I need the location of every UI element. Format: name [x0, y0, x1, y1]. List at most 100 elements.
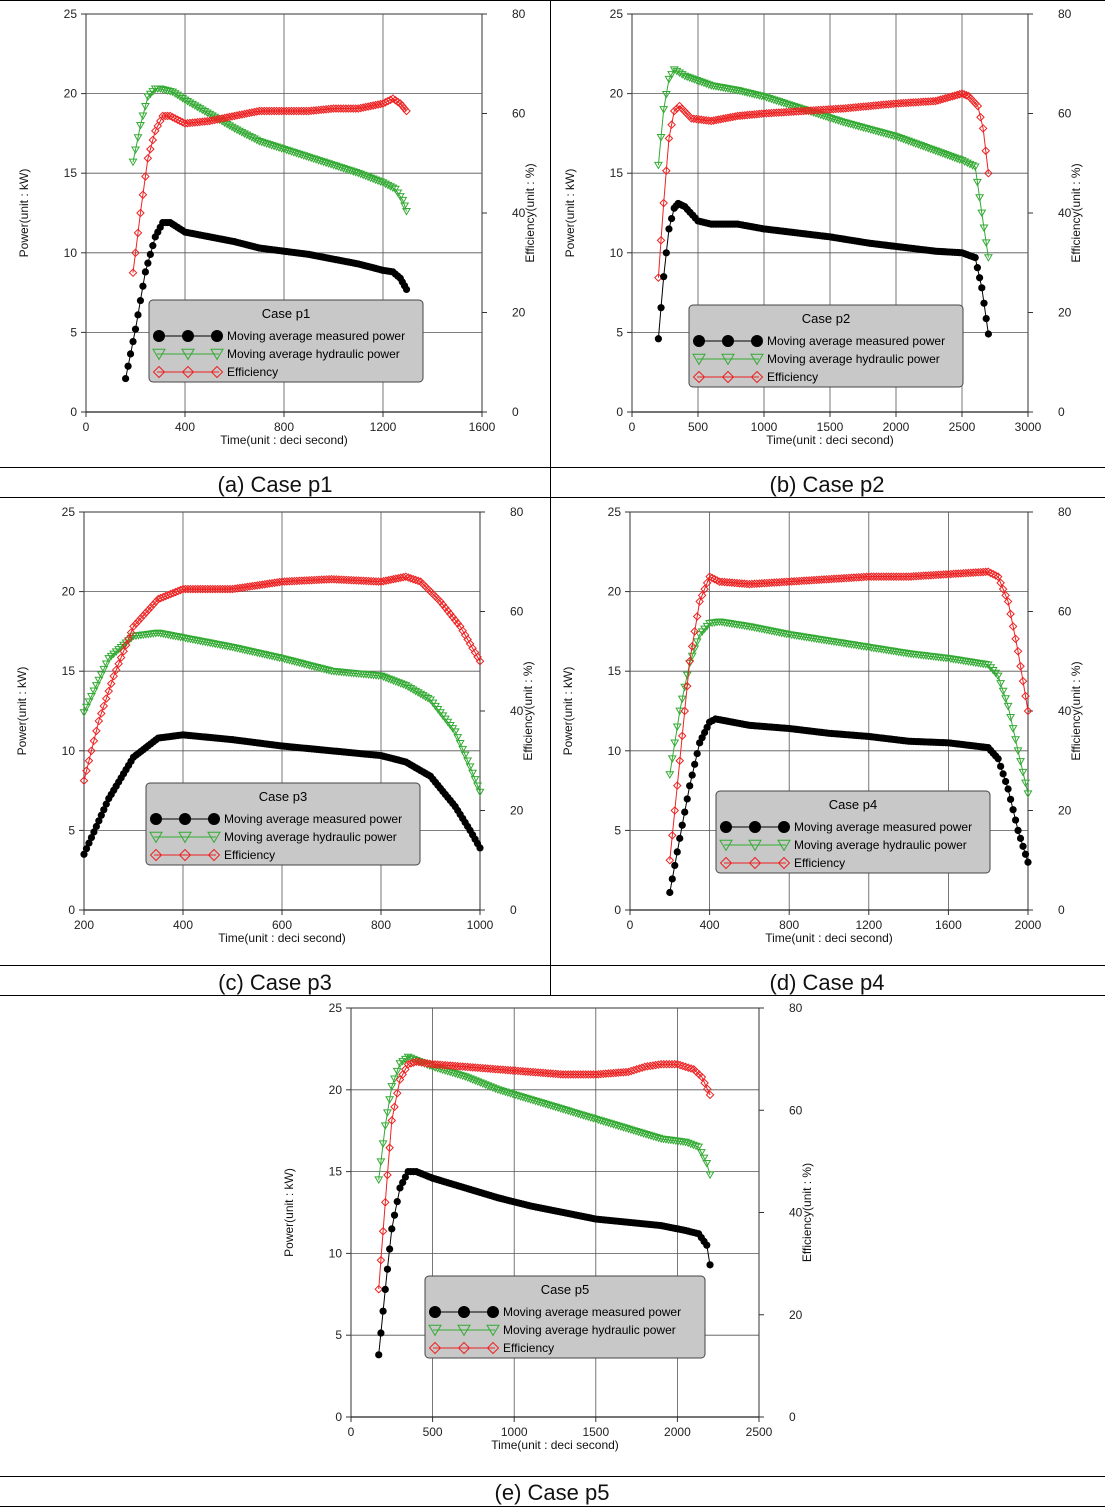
data-point	[675, 1060, 685, 1070]
data-point	[230, 111, 239, 121]
data-point	[681, 1062, 690, 1072]
data-point	[950, 91, 960, 100]
data-point	[87, 746, 96, 756]
data-point	[422, 1059, 432, 1068]
data-point	[390, 1211, 399, 1219]
legend-marker	[692, 370, 706, 384]
data-point	[140, 102, 150, 111]
y2-tick-label: 0	[789, 1410, 796, 1424]
data-point	[673, 1059, 682, 1069]
data-point	[376, 1255, 386, 1265]
data-point	[250, 648, 260, 657]
data-point	[136, 296, 145, 305]
data-point	[940, 94, 950, 103]
data-point	[124, 362, 132, 370]
data-point	[978, 284, 986, 292]
data-point	[220, 113, 229, 123]
data-point	[92, 822, 100, 831]
data-point	[235, 110, 244, 120]
data-point	[304, 662, 314, 670]
data-point	[380, 1197, 390, 1207]
y-tick-label: 10	[329, 1246, 343, 1260]
data-point	[1003, 597, 1013, 606]
chart-panel-case-p5: 0 5 10 15 20 25 0 500 1000 1500 2000 2500 0 20 40 60 80 T…	[282, 1001, 814, 1452]
data-point	[129, 337, 137, 346]
data-point	[383, 1265, 392, 1273]
legend-marker	[152, 365, 166, 379]
legend-marker	[692, 353, 706, 366]
legend: Case p3 Moving average measured power Movi…	[145, 782, 421, 866]
data-point	[240, 646, 250, 655]
data-point	[175, 116, 185, 126]
data-point	[381, 576, 391, 585]
legend-title: Case p1	[262, 306, 310, 321]
data-point	[1023, 790, 1033, 799]
data-point	[700, 584, 709, 594]
data-point	[696, 115, 706, 125]
y-axis-label: Power(unit : kW)	[15, 667, 29, 756]
data-point	[1021, 779, 1030, 788]
x-tick-label: 1600	[935, 918, 962, 932]
data-point	[692, 638, 702, 646]
y-tick-label: 25	[608, 505, 622, 519]
data-point	[692, 612, 702, 621]
y-tick-label: 10	[610, 246, 624, 260]
y2-tick-label: 60	[512, 107, 526, 121]
data-point	[666, 888, 674, 897]
data-point	[292, 658, 302, 667]
data-point	[694, 115, 704, 124]
legend-marker	[721, 353, 735, 366]
data-point	[133, 228, 143, 238]
data-point	[324, 667, 334, 675]
x-tick-label: 2000	[883, 420, 910, 434]
series-efficiency	[128, 94, 411, 278]
y-axis-label: Power(unit : kW)	[563, 169, 577, 258]
y2-tick-label: 40	[1058, 704, 1072, 718]
data-point	[401, 572, 411, 581]
data-point	[468, 769, 478, 778]
data-point	[973, 264, 982, 272]
data-point	[682, 671, 692, 680]
data-point	[97, 811, 105, 819]
data-point	[694, 1143, 704, 1152]
data-point	[122, 374, 130, 383]
data-point	[1006, 795, 1015, 803]
data-point	[866, 126, 876, 134]
legend-marker	[457, 1324, 471, 1337]
data-point	[247, 648, 257, 657]
y-tick-label: 0	[68, 903, 75, 917]
data-point	[1003, 702, 1013, 711]
data-point	[376, 577, 386, 586]
data-point	[146, 144, 155, 154]
x-tick-label: 2500	[949, 420, 976, 434]
data-point	[89, 736, 99, 746]
data-point	[411, 1057, 421, 1066]
data-point	[683, 795, 691, 803]
data-point	[1001, 695, 1011, 703]
data-point	[270, 653, 280, 662]
data-point	[138, 112, 148, 121]
legend: Case p1 Moving average measured power Movi…	[148, 299, 424, 383]
data-point	[146, 602, 156, 612]
x-tick-label: 400	[700, 918, 720, 932]
y2-tick-label: 20	[512, 306, 526, 320]
data-point	[948, 92, 957, 101]
series-measured-power	[375, 1168, 714, 1359]
y-tick-label: 0	[616, 405, 623, 419]
data-point	[659, 198, 668, 208]
data-point	[690, 627, 699, 636]
data-point	[672, 723, 682, 732]
data-point	[135, 122, 145, 130]
y-tick-label: 10	[62, 744, 76, 758]
legend-label: Moving average hydraulic power	[227, 347, 400, 361]
data-point	[363, 102, 373, 111]
legend-marker	[178, 848, 192, 862]
x-tick-label: 1000	[751, 420, 778, 434]
data-point	[92, 726, 101, 736]
data-point	[936, 95, 945, 105]
data-point	[983, 254, 993, 262]
data-point	[374, 1176, 384, 1185]
legend-marker	[693, 335, 705, 347]
data-point	[677, 695, 687, 704]
